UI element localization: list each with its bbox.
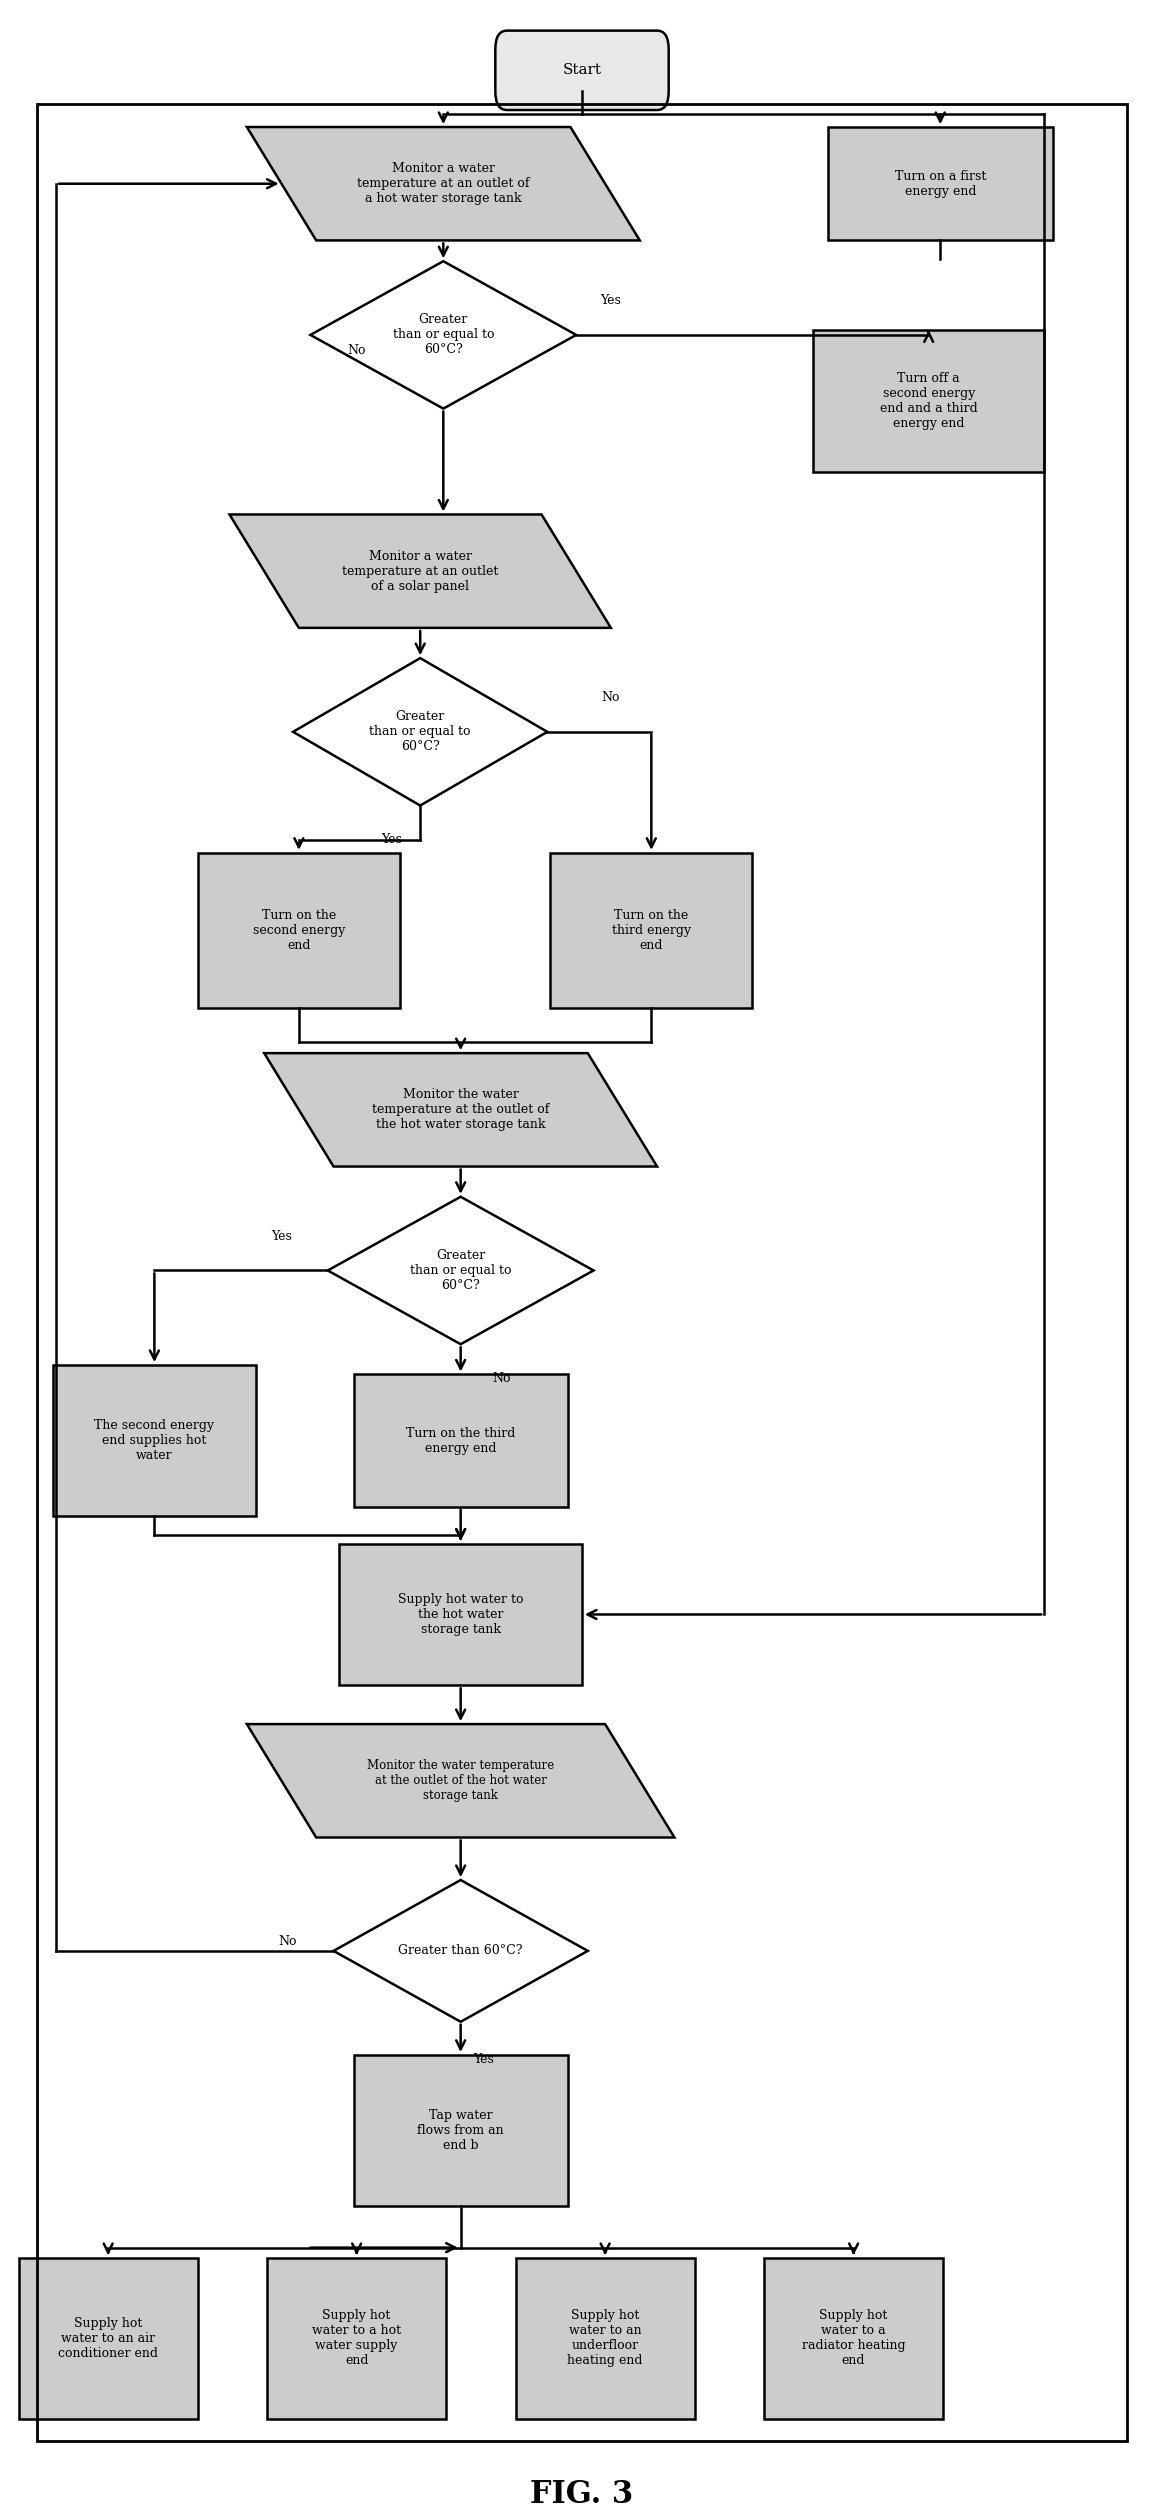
Polygon shape [247,128,640,241]
Bar [267,2258,446,2419]
Bar [551,853,752,1009]
Polygon shape [229,516,611,629]
Text: Supply hot
water to a
radiator heating
end: Supply hot water to a radiator heating e… [802,2309,906,2367]
Text: Supply hot
water to an
underfloor
heating end: Supply hot water to an underfloor heatin… [567,2309,643,2367]
Text: Turn on the
third energy
end: Turn on the third energy end [612,908,691,951]
Bar [54,1366,256,1517]
Bar [19,2258,198,2419]
Text: Turn off a
second energy
end and a third
energy end: Turn off a second energy end and a third… [880,372,978,430]
Bar [814,329,1044,473]
Polygon shape [264,1054,658,1167]
Bar [354,1373,568,1506]
Text: No: No [602,692,620,704]
Polygon shape [247,1725,674,1838]
Text: Monitor the water temperature
at the outlet of the hot water
storage tank: Monitor the water temperature at the out… [367,1760,554,1803]
Text: Yes: Yes [271,1230,292,1242]
Text: Greater
than or equal to
60°C?: Greater than or equal to 60°C? [369,709,471,754]
Text: Yes: Yes [474,2052,495,2065]
Bar [828,128,1053,241]
Text: No: No [492,1371,510,1386]
Text: Greater than 60°C?: Greater than 60°C? [398,1944,523,1957]
Text: Yes: Yes [381,832,402,845]
Text: FIG. 3: FIG. 3 [531,2480,633,2510]
Text: No: No [347,345,365,357]
Text: Greater
than or equal to
60°C?: Greater than or equal to 60°C? [410,1250,511,1293]
Bar [516,2258,695,2419]
FancyBboxPatch shape [496,30,668,111]
Text: Turn on the
second energy
end: Turn on the second energy end [253,908,345,951]
Text: Tap water
flows from an
end b: Tap water flows from an end b [418,2110,504,2153]
Text: Monitor the water
temperature at the outlet of
the hot water storage tank: Monitor the water temperature at the out… [372,1089,549,1132]
Text: Start: Start [562,63,602,78]
Polygon shape [293,659,547,805]
Text: Greater
than or equal to
60°C?: Greater than or equal to 60°C? [392,314,494,357]
Text: Supply hot
water to an air
conditioner end: Supply hot water to an air conditioner e… [58,2316,158,2359]
Polygon shape [334,1881,588,2022]
Text: Monitor a water
temperature at an outlet of
a hot water storage tank: Monitor a water temperature at an outlet… [357,163,530,206]
Text: Turn on a first
energy end: Turn on a first energy end [895,169,986,199]
Bar [354,2055,568,2206]
Text: Supply hot
water to a hot
water supply
end: Supply hot water to a hot water supply e… [312,2309,402,2367]
Text: Yes: Yes [601,294,622,307]
Bar [764,2258,943,2419]
Polygon shape [311,262,576,407]
Text: Monitor a water
temperature at an outlet
of a solar panel: Monitor a water temperature at an outlet… [342,551,498,594]
Text: The second energy
end supplies hot
water: The second energy end supplies hot water [94,1418,214,1461]
Bar [340,1544,582,1685]
Text: Turn on the third
energy end: Turn on the third energy end [406,1426,516,1454]
Bar [198,853,400,1009]
Text: Supply hot water to
the hot water
storage tank: Supply hot water to the hot water storag… [398,1592,524,1635]
Text: No: No [278,1934,297,1949]
Polygon shape [328,1197,594,1343]
